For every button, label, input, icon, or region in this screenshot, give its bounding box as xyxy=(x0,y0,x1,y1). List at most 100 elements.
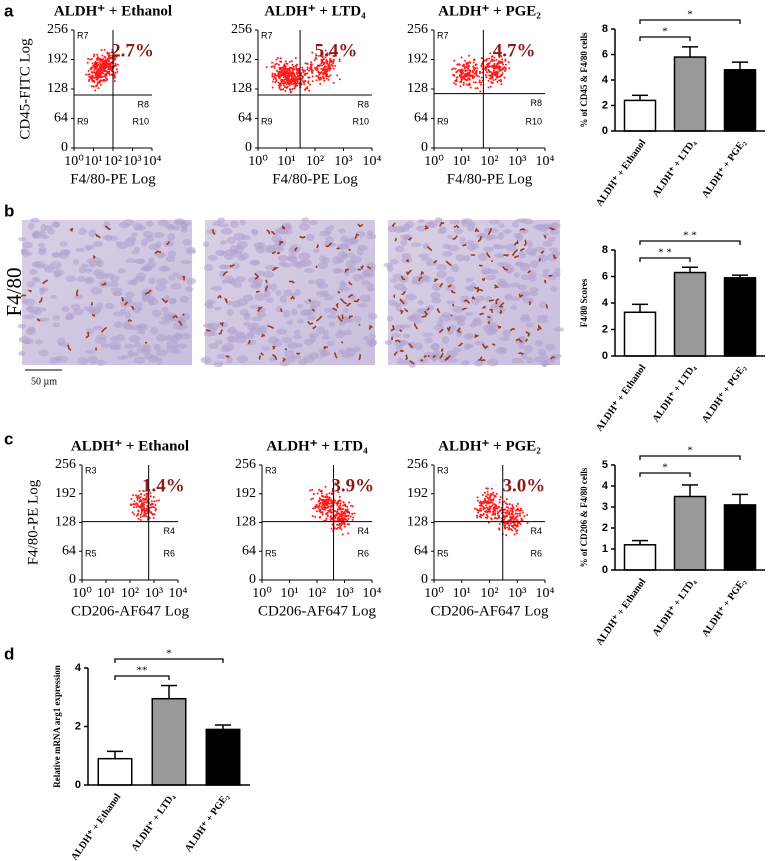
event-dot xyxy=(342,501,345,504)
event-dot xyxy=(139,518,142,521)
event-dot xyxy=(96,69,99,72)
event-dot xyxy=(346,510,349,513)
stain xyxy=(413,323,419,330)
nucleus xyxy=(398,339,409,346)
stain xyxy=(439,221,445,227)
event-dot xyxy=(102,69,105,72)
event-dot xyxy=(485,504,488,507)
stain xyxy=(272,345,276,350)
nucleus xyxy=(442,336,450,344)
event-dot xyxy=(468,82,471,85)
event-dot xyxy=(336,523,339,526)
event-dot xyxy=(480,64,483,67)
event-dot xyxy=(103,79,106,82)
stain xyxy=(366,265,372,270)
x-tick-label: ALDH⁺ + LTD₄ xyxy=(651,577,699,639)
nucleus xyxy=(217,223,230,228)
event-dot xyxy=(320,51,323,54)
nucleus xyxy=(530,260,539,269)
nucleus xyxy=(308,219,318,225)
event-dot xyxy=(339,506,342,509)
nucleus xyxy=(337,329,344,334)
event-dot xyxy=(496,65,499,68)
event-dot xyxy=(100,79,103,82)
stain xyxy=(307,320,314,325)
y-tick-label: 2 xyxy=(602,522,608,534)
y-tick-label: 256 xyxy=(231,22,252,37)
nucleus xyxy=(218,270,227,278)
event-dot xyxy=(332,82,335,85)
nucleus xyxy=(77,357,89,365)
nucleus xyxy=(493,303,502,309)
event-dot xyxy=(488,57,491,60)
significance-bracket xyxy=(639,19,741,24)
event-dot xyxy=(277,74,280,77)
nucleus xyxy=(492,243,501,250)
nucleus xyxy=(52,314,61,321)
row-label: F4/80 xyxy=(2,267,26,316)
event-dot xyxy=(329,68,332,71)
event-dot xyxy=(506,503,509,506)
nucleus xyxy=(339,279,346,288)
percent-annotation: 1.4% xyxy=(142,475,185,496)
nucleus xyxy=(149,327,159,335)
event-dot xyxy=(113,65,116,68)
stain xyxy=(341,314,344,320)
nucleus xyxy=(136,272,146,281)
nucleus xyxy=(301,217,310,224)
significance-label: * xyxy=(687,9,693,21)
event-dot xyxy=(297,67,300,70)
event-dot xyxy=(334,482,337,485)
event-dot xyxy=(486,500,489,503)
event-dot xyxy=(468,78,471,81)
stain xyxy=(436,308,441,314)
event-dot xyxy=(100,65,103,68)
stain xyxy=(405,259,410,263)
event-dot xyxy=(495,492,498,495)
event-dot xyxy=(487,493,490,496)
event-dot xyxy=(481,494,484,497)
event-dot xyxy=(511,505,514,508)
nucleus xyxy=(497,253,505,258)
significance-bracket xyxy=(639,455,741,460)
nucleus xyxy=(180,260,193,265)
x-tick-label: 10⁴ xyxy=(143,154,162,169)
event-cluster xyxy=(304,49,341,85)
event-dot xyxy=(487,66,490,69)
stain xyxy=(424,310,429,316)
event-dot xyxy=(292,78,295,81)
nucleus xyxy=(465,285,477,292)
event-dot xyxy=(96,72,99,75)
event-dot xyxy=(311,80,314,83)
y-tick-label: 128 xyxy=(231,81,252,96)
event-dot xyxy=(503,500,506,503)
event-dot xyxy=(338,495,341,498)
event-dot xyxy=(132,513,135,516)
event-dot xyxy=(110,67,113,70)
event-dot xyxy=(498,79,501,82)
event-dot xyxy=(328,53,331,56)
nucleus xyxy=(83,305,95,312)
plot-title: ALDH⁺ + PGE₂ xyxy=(438,438,541,454)
event-dot xyxy=(309,489,312,492)
stain xyxy=(438,328,444,334)
event-dot xyxy=(85,73,88,76)
nucleus xyxy=(182,238,192,246)
event-dot xyxy=(324,507,327,510)
event-dot xyxy=(318,488,321,491)
percent-annotation: 3.0% xyxy=(502,475,545,496)
nucleus xyxy=(89,263,96,268)
event-dot xyxy=(145,495,148,498)
event-dot xyxy=(520,509,523,512)
event-dot xyxy=(493,65,496,68)
event-dot xyxy=(505,534,508,537)
event-dot xyxy=(108,68,111,71)
x-tick-label: ALDH⁺ + Ethanol xyxy=(69,792,123,861)
stain xyxy=(489,308,494,314)
stain xyxy=(296,352,301,355)
nucleus xyxy=(261,346,270,351)
nucleus xyxy=(347,238,358,244)
event-dot xyxy=(142,489,145,492)
event-dot xyxy=(144,512,147,515)
bar xyxy=(623,99,657,132)
